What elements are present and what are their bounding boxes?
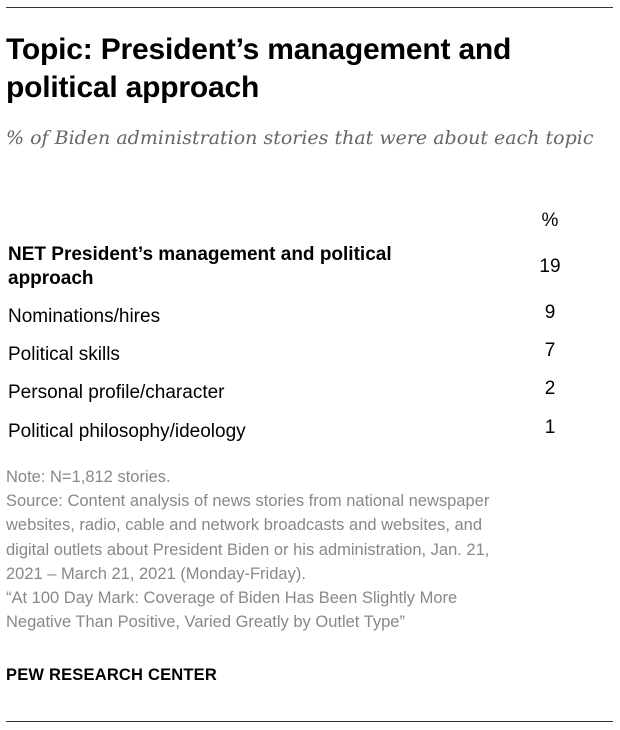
column-header: % (6, 207, 606, 235)
org-logo: PEW RESEARCH CENTER (6, 666, 217, 684)
row-value: 7 (544, 340, 556, 361)
source-line: 2021 – March 21, 2021 (Monday-Friday). (6, 564, 306, 583)
chart-title: Topic: President’s management and politi… (6, 33, 512, 104)
report-title-line: Negative Than Positive, Varied Greatly b… (6, 613, 405, 632)
chart-subtitle: % of Biden administration stories that w… (6, 127, 594, 149)
top-rule (6, 7, 613, 8)
row-label: NET President’s management and political… (8, 244, 392, 289)
row-value: 19 (539, 256, 561, 277)
row-label: Personal profile/character (8, 382, 225, 403)
row-label: Political skills (8, 344, 120, 365)
source-line: websites, radio, cable and network broad… (6, 516, 483, 535)
report-title-line: “At 100 Day Mark: Coverage of Biden Has … (6, 589, 458, 608)
row-value: 2 (544, 378, 556, 399)
row-label: Political philosophy/ideology (8, 421, 246, 442)
bottom-rule (6, 721, 613, 722)
source-line: digital outlets about President Biden or… (6, 540, 490, 559)
row-value: 9 (544, 302, 556, 323)
source-line: Source: Content analysis of news stories… (6, 492, 490, 511)
row-value: 1 (544, 417, 556, 438)
percent-header: % (541, 210, 559, 231)
notes: Note: N=1,812 stories. Source: Content a… (6, 465, 606, 634)
note-line: Note: N=1,812 stories. (6, 468, 171, 486)
row-label: Nominations/hires (8, 306, 161, 327)
